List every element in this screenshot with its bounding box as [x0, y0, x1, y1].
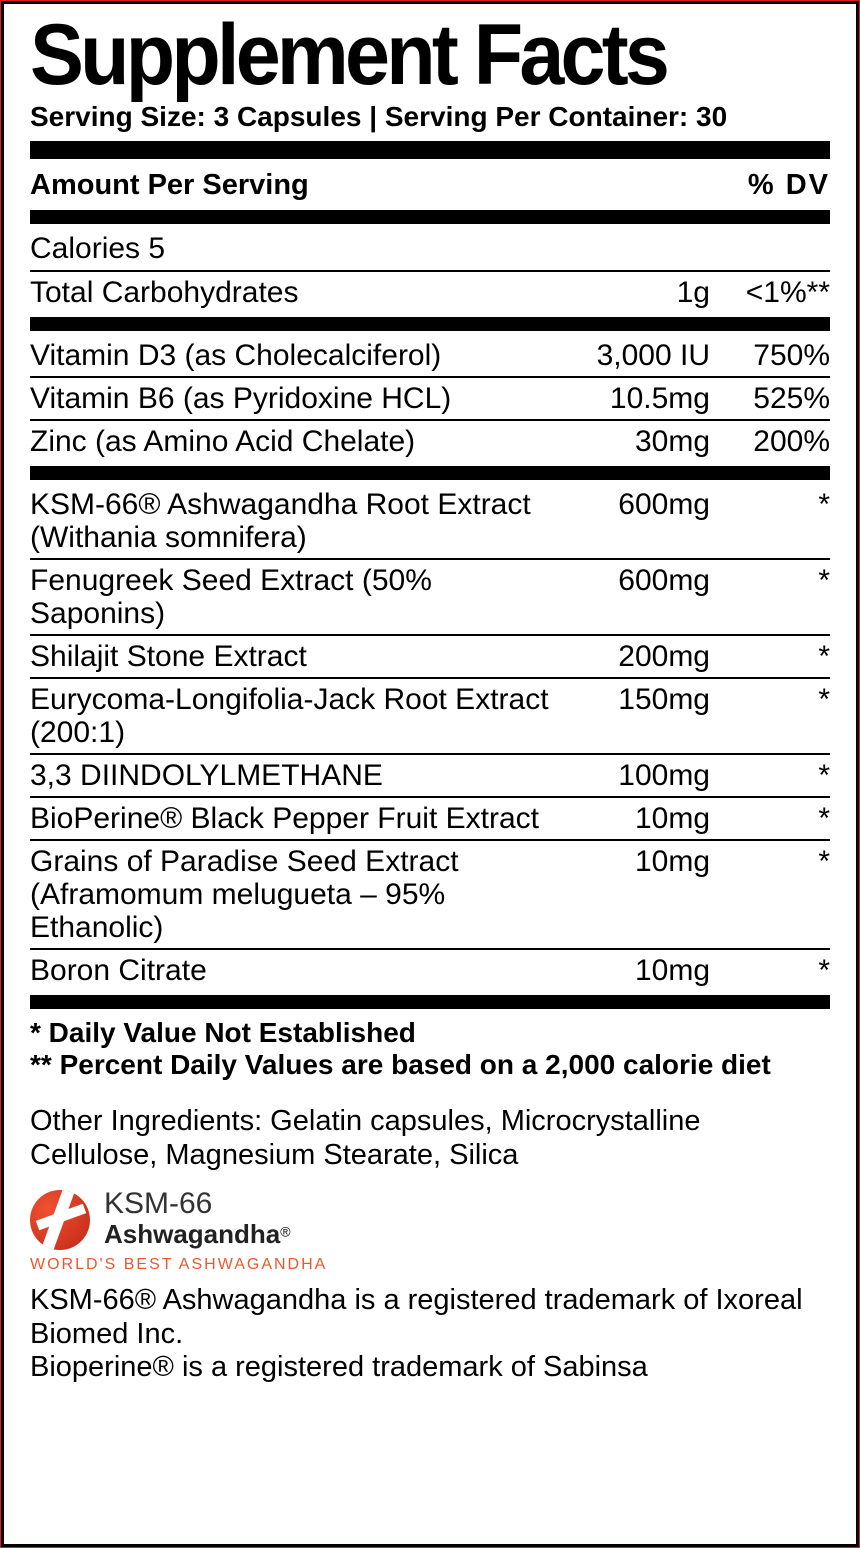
- ingredient-row: Zinc (as Amino Acid Chelate)30mg200%: [30, 421, 830, 462]
- ingredient-name: Zinc (as Amino Acid Chelate): [30, 425, 560, 458]
- ingredient-dv: *: [710, 954, 830, 987]
- ingredient-dv: *: [710, 802, 830, 835]
- ingredient-dv: 525%: [710, 382, 830, 415]
- ingredient-amount: 150mg: [560, 683, 710, 749]
- ingredient-dv: *: [710, 683, 830, 749]
- page-title: Supplement Facts: [30, 16, 782, 95]
- ingredient-name: Vitamin D3 (as Cholecalciferol): [30, 339, 560, 372]
- divider-bar: [30, 995, 830, 1009]
- ingredient-name: Fenugreek Seed Extract (50% Saponins): [30, 564, 560, 630]
- divider-bar: [30, 466, 830, 480]
- ingredient-amount: 600mg: [560, 564, 710, 630]
- ingredient-row: Fenugreek Seed Extract (50% Saponins)600…: [30, 560, 830, 634]
- ingredient-amount: 3,000 IU: [560, 339, 710, 372]
- ingredient-name: Vitamin B6 (as Pyridoxine HCL): [30, 382, 560, 415]
- trademark-notices: KSM-66® Ashwagandha is a registered trad…: [30, 1284, 830, 1384]
- ingredient-name: 3,3 DIINDOLYLMETHANE: [30, 759, 560, 792]
- ingredient-name: BioPerine® Black Pepper Fruit Extract: [30, 802, 560, 835]
- ingredient-name: Eurycoma-Longifolia-Jack Root Extract (2…: [30, 683, 560, 749]
- ingredient-row: 3,3 DIINDOLYLMETHANE100mg*: [30, 755, 830, 796]
- ingredient-name: KSM-66® Ashwagandha Root Extract (Withan…: [30, 488, 560, 554]
- trademark-line: KSM-66® Ashwagandha is a registered trad…: [30, 1284, 830, 1351]
- ksm66-logo-block: KSM-66 Ashwagandha®: [30, 1190, 830, 1250]
- footnotes: * Daily Value Not Established ** Percent…: [30, 1017, 830, 1081]
- ingredient-row: KSM-66® Ashwagandha Root Extract (Withan…: [30, 484, 830, 558]
- trademark-line: Bioperine® is a registered trademark of …: [30, 1351, 830, 1384]
- ingredient-amount: 10.5mg: [560, 382, 710, 415]
- ingredient-row: Total Carbohydrates1g<1%**: [30, 272, 830, 313]
- ingredient-dv: *: [710, 845, 830, 944]
- ingredient-dv: <1%**: [710, 276, 830, 309]
- ingredient-row: Boron Citrate10mg*: [30, 950, 830, 991]
- ingredient-dv: 750%: [710, 339, 830, 372]
- ingredient-amount: 30mg: [560, 425, 710, 458]
- supplement-facts-panel: Supplement Facts Serving Size: 3 Capsule…: [0, 0, 860, 1548]
- column-header-row: Amount Per Serving % DV: [30, 165, 830, 206]
- ingredient-row: Vitamin D3 (as Cholecalciferol)3,000 IU7…: [30, 335, 830, 376]
- footnote-line: * Daily Value Not Established: [30, 1017, 830, 1049]
- ingredient-amount: 600mg: [560, 488, 710, 554]
- ingredient-dv: *: [710, 488, 830, 554]
- ingredient-row: Grains of Paradise Seed Extract (Aframom…: [30, 841, 830, 948]
- ingredient-amount: 10mg: [560, 954, 710, 987]
- ksm66-logo-text: KSM-66 Ashwagandha®: [104, 1190, 291, 1250]
- ingredient-amount: 200mg: [560, 640, 710, 673]
- other-ingredients: Other Ingredients: Gelatin capsules, Mic…: [30, 1105, 830, 1172]
- registered-mark: ®: [280, 1224, 290, 1240]
- serving-line: Serving Size: 3 Capsules | Serving Per C…: [30, 101, 830, 133]
- logo-line2: Ashwagandha: [104, 1219, 280, 1249]
- ingredient-amount: 10mg: [560, 845, 710, 944]
- ingredient-amount: 10mg: [560, 802, 710, 835]
- calories-line: Calories 5: [30, 228, 830, 270]
- ingredient-row: Shilajit Stone Extract200mg*: [30, 636, 830, 677]
- ingredient-name: Boron Citrate: [30, 954, 560, 987]
- ksm66-logo-icon: [30, 1190, 90, 1250]
- ingredient-name: Shilajit Stone Extract: [30, 640, 560, 673]
- ingredient-dv: 200%: [710, 425, 830, 458]
- ingredient-amount: 1g: [560, 276, 710, 309]
- logo-tagline: WORLD'S BEST ASHWAGANDHA: [30, 1256, 830, 1274]
- divider-bar: [30, 210, 830, 224]
- header-dv: % DV: [710, 169, 830, 202]
- ingredient-dv: *: [710, 759, 830, 792]
- ingredient-name: Grains of Paradise Seed Extract (Aframom…: [30, 845, 560, 944]
- divider-bar: [30, 141, 830, 159]
- ingredient-name: Total Carbohydrates: [30, 276, 560, 309]
- ingredient-row: Vitamin B6 (as Pyridoxine HCL)10.5mg525%: [30, 378, 830, 419]
- ingredient-row: BioPerine® Black Pepper Fruit Extract10m…: [30, 798, 830, 839]
- footnote-line: ** Percent Daily Values are based on a 2…: [30, 1049, 830, 1081]
- logo-line1: KSM-66: [104, 1190, 291, 1219]
- ingredient-dv: *: [710, 564, 830, 630]
- ingredient-row: Eurycoma-Longifolia-Jack Root Extract (2…: [30, 679, 830, 753]
- divider-bar: [30, 317, 830, 331]
- header-amount-per-serving: Amount Per Serving: [30, 169, 580, 202]
- ingredient-amount: 100mg: [560, 759, 710, 792]
- ingredient-dv: *: [710, 640, 830, 673]
